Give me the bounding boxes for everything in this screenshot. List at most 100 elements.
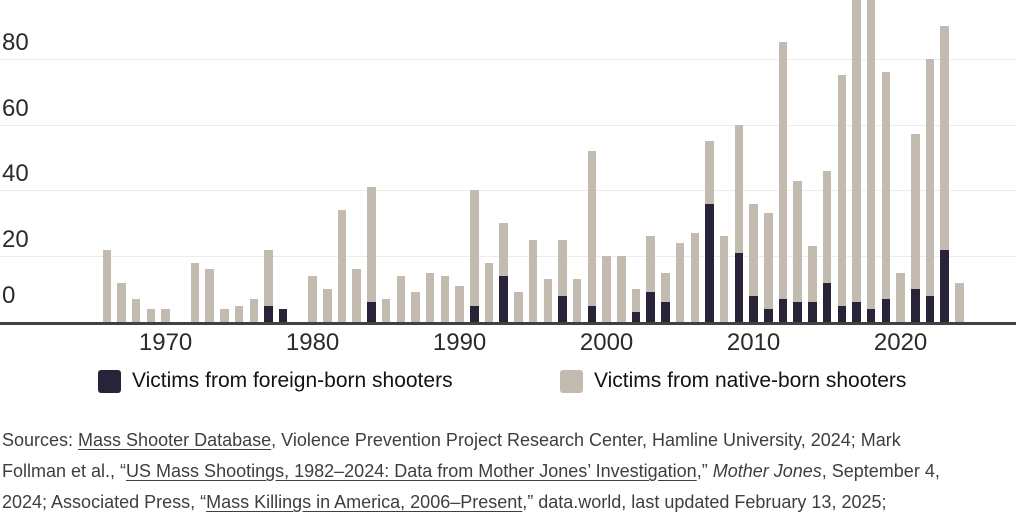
bar-1988-native-born <box>425 272 435 322</box>
sources-line-1: Sources: Mass Shooter Database, Violence… <box>2 425 1020 456</box>
gridline-40 <box>0 190 1016 192</box>
source-text: ,” <box>696 461 713 481</box>
sources-note: Sources: Mass Shooter Database, Violence… <box>2 425 1020 512</box>
bar-2020-native-born <box>896 272 905 322</box>
bar-2013-native-born <box>793 180 802 303</box>
bar-1973-native-born <box>205 269 214 322</box>
bar-2004-native-born <box>661 272 670 303</box>
x-axis-label-1970: 1970 <box>138 329 193 356</box>
bar-1997-foreign-born <box>558 295 567 322</box>
bar-2019-native-born <box>881 71 891 299</box>
bar-2002-foreign-born <box>631 312 641 322</box>
source-link[interactable]: US Mass Shootings, 1982–2024: Data from … <box>126 461 697 481</box>
gridline-60 <box>0 124 1016 126</box>
bar-1996-native-born <box>543 279 553 322</box>
bar-1994-native-born <box>514 292 523 322</box>
bar-2023-native-born <box>940 25 949 250</box>
bar-1993-foreign-born <box>499 275 508 322</box>
bar-1999-native-born <box>587 150 597 306</box>
bar-2019-foreign-born <box>881 298 891 322</box>
bar-1989-native-born <box>440 275 450 322</box>
bar-2006-native-born <box>690 233 700 322</box>
bar-2003-foreign-born <box>646 292 655 322</box>
y-axis-label-40: 40 <box>2 160 29 188</box>
bar-1990-native-born <box>455 285 464 322</box>
bar-1999-foreign-born <box>587 305 597 322</box>
bar-1982-native-born <box>337 210 347 322</box>
sources-line-3: 2024; Associated Press, “Mass Killings i… <box>2 487 1020 512</box>
gridline-20 <box>0 256 1016 258</box>
bar-2016-foreign-born <box>837 305 847 322</box>
bar-1974-native-born <box>220 308 229 322</box>
bar-1981-native-born <box>323 289 332 322</box>
bar-2022-foreign-born <box>925 295 935 322</box>
bar-2021-native-born <box>911 134 920 290</box>
source-text: 2024; Associated Press, “ <box>2 492 207 512</box>
source-text: Sources: <box>2 430 79 450</box>
legend-item-foreign-born: Victims from foreign-born shooters <box>98 369 453 393</box>
bar-2010-native-born <box>749 203 758 296</box>
bar-2005-native-born <box>675 243 685 322</box>
x-axis-label-2010: 2010 <box>726 329 781 356</box>
bar-1980-native-born <box>308 275 317 322</box>
bar-2010-foreign-born <box>749 295 758 322</box>
bar-2008-native-born <box>719 236 729 322</box>
bar-1968-native-born <box>131 298 141 322</box>
x-axis-label-1980: 1980 <box>285 329 340 356</box>
bar-1987-native-born <box>411 292 420 322</box>
bar-1966-native-born <box>102 249 112 322</box>
bar-2022-native-born <box>925 58 935 296</box>
bar-2012-native-born <box>778 42 788 299</box>
bar-2023-foreign-born <box>940 249 949 322</box>
bar-1977-native-born <box>264 249 273 306</box>
bar-1983-native-born <box>352 269 361 322</box>
bar-2013-foreign-born <box>793 302 802 322</box>
bar-2024-native-born <box>955 282 964 322</box>
bar-1985-native-born <box>381 298 391 322</box>
bar-2015-foreign-born <box>822 282 832 322</box>
legend-swatch-native-born <box>560 369 583 393</box>
bar-1977-foreign-born <box>264 305 273 322</box>
y-axis-label-80: 80 <box>2 28 29 56</box>
bar-2012-foreign-born <box>778 298 788 322</box>
bar-2003-native-born <box>646 236 655 293</box>
bar-1995-native-born <box>528 239 538 322</box>
bar-1967-native-born <box>117 282 126 322</box>
legend-label-native-born: Victims from native-born shooters <box>594 369 907 392</box>
bar-1969-native-born <box>146 308 156 322</box>
legend-label-foreign-born: Victims from foreign-born shooters <box>132 369 453 392</box>
source-text: ,” data.world, last updated February 13,… <box>522 492 887 512</box>
bar-1978-foreign-born <box>278 308 288 322</box>
bar-1986-native-born <box>396 275 406 322</box>
bar-2002-native-born <box>631 289 641 313</box>
bar-2021-foreign-born <box>911 289 920 322</box>
legend: Victims from foreign-born shooters Victi… <box>0 369 1024 397</box>
y-axis-label-20: 20 <box>2 226 29 254</box>
bar-2009-native-born <box>734 124 744 253</box>
source-link[interactable]: Mass Shooter Database <box>78 430 272 450</box>
bar-2015-native-born <box>822 170 832 283</box>
bar-1991-native-born <box>470 190 479 306</box>
plot-area: 0 20 40 60 80 <box>0 0 1016 325</box>
bar-2014-native-born <box>808 246 817 303</box>
x-axis-label-2000: 2000 <box>579 329 634 356</box>
legend-item-native-born: Victims from native-born shooters <box>560 369 906 393</box>
bar-1970-native-born <box>161 308 170 322</box>
bar-1992-native-born <box>484 262 494 322</box>
y-axis-label-60: 60 <box>2 94 29 122</box>
bar-2011-native-born <box>764 213 773 309</box>
bar-2007-native-born <box>705 141 714 204</box>
bar-1984-foreign-born <box>367 302 376 322</box>
bar-2000-native-born <box>602 256 611 322</box>
bar-2016-native-born <box>837 75 847 306</box>
bar-2018-foreign-born <box>866 308 876 322</box>
sources-line-2: Follman et al., “US Mass Shootings, 1982… <box>2 456 1020 487</box>
y-axis-label-0: 0 <box>2 282 16 309</box>
x-axis-line <box>0 322 1016 325</box>
source-link[interactable]: Mass Killings in America, 2006–Present <box>206 492 523 512</box>
bar-1972-native-born <box>190 262 200 322</box>
bar-2017-foreign-born <box>852 302 861 322</box>
legend-swatch-foreign-born <box>98 369 121 393</box>
source-text: , September 4, <box>821 461 940 481</box>
